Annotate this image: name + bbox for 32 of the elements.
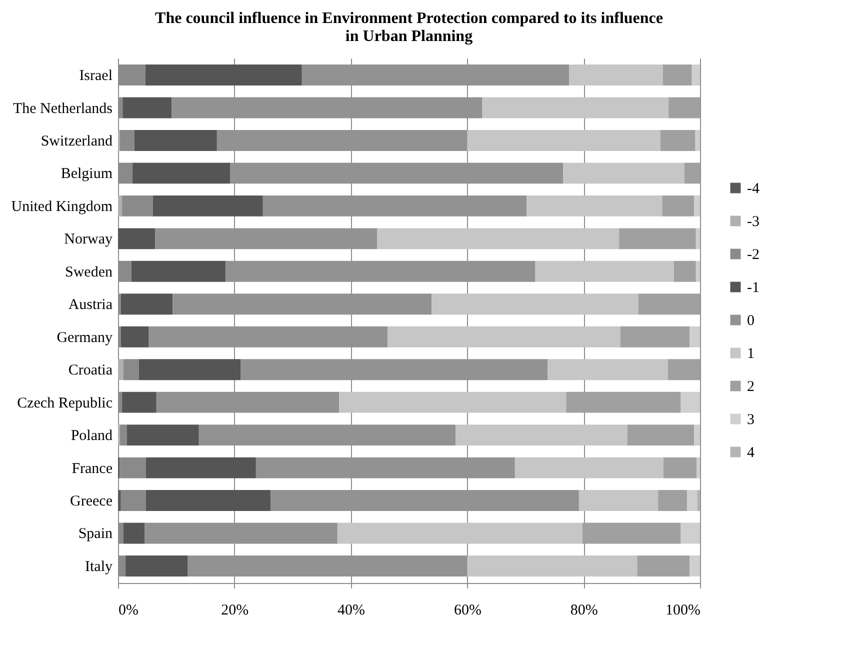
y-tick-label: Spain bbox=[78, 526, 113, 542]
legend-label: 3 bbox=[747, 412, 754, 428]
legend-label: -1 bbox=[747, 280, 760, 296]
legend-label: 2 bbox=[747, 379, 754, 395]
y-tick-label: United Kingdom bbox=[11, 198, 113, 215]
y-tick-label: Belgium bbox=[60, 166, 113, 182]
legend-label: -2 bbox=[747, 247, 760, 263]
x-tick-label: 40% bbox=[338, 602, 366, 618]
legend-label: 4 bbox=[747, 445, 755, 461]
y-tick-label: Switzerland bbox=[40, 133, 113, 150]
y-tick-label: Israel bbox=[79, 68, 112, 84]
legend-label: -4 bbox=[747, 181, 760, 197]
legend-label: -3 bbox=[747, 214, 760, 230]
y-tick-label: Sweden bbox=[65, 264, 113, 280]
chart-title: The council influence in Environment Protection compared to its influence in Urban Planning bbox=[155, 10, 663, 45]
x-tick-label: 100% bbox=[666, 602, 700, 618]
y-tick-label: Poland bbox=[70, 428, 113, 444]
x-tick-label: 60% bbox=[454, 602, 482, 618]
y-tick-label: Czech Republic bbox=[17, 395, 113, 412]
y-tick-label: France bbox=[72, 460, 113, 477]
x-tick-label: 20% bbox=[221, 602, 249, 618]
y-tick-label: Austria bbox=[68, 297, 113, 314]
x-tick-label: 80% bbox=[570, 602, 598, 618]
legend-label: 0 bbox=[747, 313, 754, 329]
y-tick-label: Greece bbox=[70, 494, 113, 510]
legend-label: 1 bbox=[747, 346, 754, 362]
y-tick-label: Croatia bbox=[68, 362, 113, 379]
y-tick-label: Germany bbox=[56, 330, 113, 346]
y-tick-label: Norway bbox=[64, 232, 113, 248]
x-tick-label: 0% bbox=[118, 602, 138, 618]
y-tick-label: Italy bbox=[85, 558, 113, 575]
y-tick-label: The Netherlands bbox=[12, 100, 113, 117]
